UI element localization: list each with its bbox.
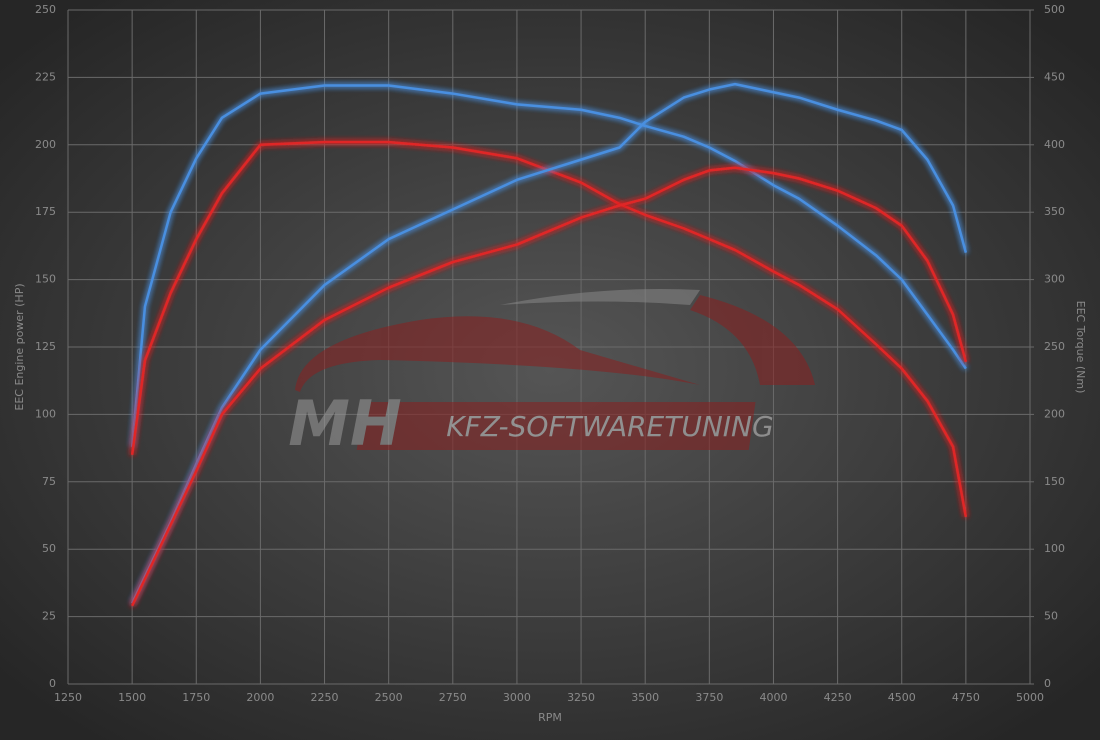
series-line <box>130 140 968 518</box>
x-tick-label: 4750 <box>952 691 980 704</box>
logo-car <box>295 316 700 392</box>
y2-tick-label: 500 <box>1044 3 1065 16</box>
x-tick-label: 1500 <box>118 691 146 704</box>
x-tick-label: 2250 <box>311 691 339 704</box>
y-tick-label: 50 <box>42 542 56 555</box>
series-line <box>131 82 968 604</box>
y-tick-label: 225 <box>35 70 56 83</box>
y2-tick-label: 350 <box>1044 205 1065 218</box>
x-tick-label: 2750 <box>439 691 467 704</box>
y-tick-label: 0 <box>49 677 56 690</box>
watermark: MH KFZ-SOFTWARETUNING <box>288 289 815 460</box>
y2-tick-label: 300 <box>1044 273 1065 286</box>
x-tick-label: 2000 <box>246 691 274 704</box>
x-tick-label: 3750 <box>695 691 723 704</box>
x-tick-label: 5000 <box>1016 691 1044 704</box>
x-tick-label: 4250 <box>824 691 852 704</box>
y2-tick-label: 50 <box>1044 610 1058 623</box>
logo-band <box>356 402 756 450</box>
y2-tick-label: 100 <box>1044 542 1065 555</box>
y-axis-label: EEC Engine power (HP) <box>13 283 26 410</box>
y-tick-label: 250 <box>35 3 56 16</box>
logo-arc-red <box>690 295 815 385</box>
x-tick-label: 3000 <box>503 691 531 704</box>
y2-tick-label: 250 <box>1044 340 1065 353</box>
series-line <box>130 84 967 447</box>
x-axis-label: RPM <box>538 711 562 724</box>
x-tick-label: 1250 <box>54 691 82 704</box>
logo-mh: MH <box>288 387 402 460</box>
y2-axis-label: EEC Torque (Nm) <box>1074 301 1087 394</box>
logo-arc <box>500 289 700 305</box>
y2-tick-label: 0 <box>1044 677 1051 690</box>
y-tick-label: 125 <box>35 340 56 353</box>
y-tick-label: 25 <box>42 610 56 623</box>
x-tick-label: 4500 <box>888 691 916 704</box>
y2-tick-label: 150 <box>1044 475 1065 488</box>
y-tick-label: 200 <box>35 138 56 151</box>
x-tick-label: 3500 <box>631 691 659 704</box>
y2-tick-label: 200 <box>1044 407 1065 420</box>
logo-text: KFZ-SOFTWARETUNING <box>446 410 773 443</box>
x-tick-label: 1750 <box>182 691 210 704</box>
x-tick-label: 3250 <box>567 691 595 704</box>
y-tick-label: 150 <box>35 273 56 286</box>
y2-tick-label: 450 <box>1044 70 1065 83</box>
y2-tick-label: 400 <box>1044 138 1065 151</box>
y-tick-label: 75 <box>42 475 56 488</box>
x-tick-label: 4000 <box>759 691 787 704</box>
y-tick-label: 175 <box>35 205 56 218</box>
x-tick-label: 2500 <box>375 691 403 704</box>
y-tick-label: 100 <box>35 407 56 420</box>
series-line <box>131 166 968 607</box>
